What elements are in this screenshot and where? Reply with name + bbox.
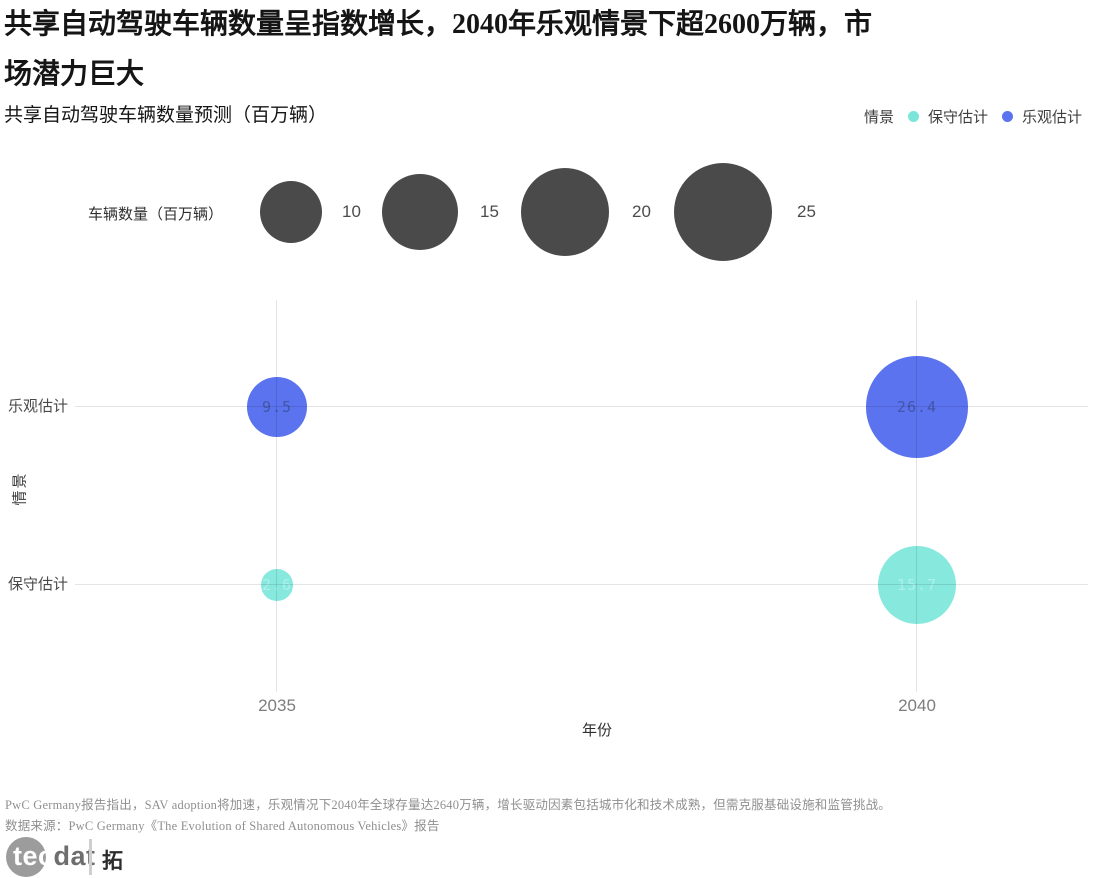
data-bubble-乐观估计-2040: 26.4: [866, 356, 968, 458]
x-tick-2040: 2040: [898, 696, 936, 715]
bubble-value-label: 2.6: [261, 575, 293, 594]
size-legend-bubble-25: [673, 162, 773, 262]
logo-divider: [89, 839, 92, 875]
size-legend-value: 20: [632, 202, 651, 221]
footer-note: PwC Germany报告指出，SAV adoption将加速，乐观情况下204…: [5, 798, 891, 812]
bubble-value-label: 15.7: [896, 575, 938, 594]
optimistic-dot-icon: [1001, 111, 1013, 122]
logo-word-tec: tec: [13, 841, 54, 871]
logo-cjk-name: 拓端®: [102, 845, 123, 878]
size-legend-value: 10: [342, 202, 361, 221]
footer-source: 数据来源：PwC Germany《The Evolution of Shared…: [5, 819, 440, 833]
size-legend-bubble-10: [259, 180, 323, 244]
logo-word-dat: dat: [53, 841, 96, 871]
y-tick-conservative: 保守估计: [7, 577, 68, 593]
logo-wordmark: tecdat: [13, 841, 96, 872]
y-tick-optimistic: 乐观估计: [7, 399, 68, 415]
x-tick-2035: 2035: [258, 696, 296, 715]
bubble-value-label: 26.4: [896, 397, 938, 416]
legend-item-conservative: 保守估计: [907, 106, 988, 127]
legend-item-optimistic: 乐观估计: [1001, 106, 1082, 127]
logo-cjk-text: 拓端: [102, 850, 123, 873]
size-legend-bubble-15: [381, 173, 459, 251]
series-legend: 情景 保守估计 乐观估计: [864, 106, 1082, 127]
chart-subtitle: 共享自动驾驶车辆数量预测（百万辆）: [4, 105, 328, 126]
bubble-value-label: 9.5: [261, 397, 293, 416]
legend-title: 情景: [863, 110, 894, 126]
conservative-dot-icon: [907, 111, 919, 122]
data-bubble-保守估计-2040: 15.7: [877, 545, 957, 625]
size-legend-bubble-20: [520, 167, 610, 257]
x-axis-title: 年份: [581, 723, 612, 739]
data-bubble-保守估计-2035: 2.6: [261, 569, 293, 601]
legend-item-label: 保守估计: [927, 110, 988, 126]
data-bubble-乐观估计-2035: 9.5: [246, 376, 308, 438]
size-legend-value: 25: [797, 202, 816, 221]
legend-item-label: 乐观估计: [1021, 110, 1082, 126]
size-legend-value: 15: [480, 202, 499, 221]
size-legend-label: 车辆数量（百万辆）: [88, 207, 224, 223]
logo-circle-icon: [6, 837, 46, 877]
y-axis-title: 情景: [12, 471, 29, 506]
gridline-x-2035: [276, 300, 277, 692]
page-title: 共享自动驾驶车辆数量呈指数增长，2040年乐观情景下超2600万辆，市场潜力巨大: [4, 9, 873, 90]
